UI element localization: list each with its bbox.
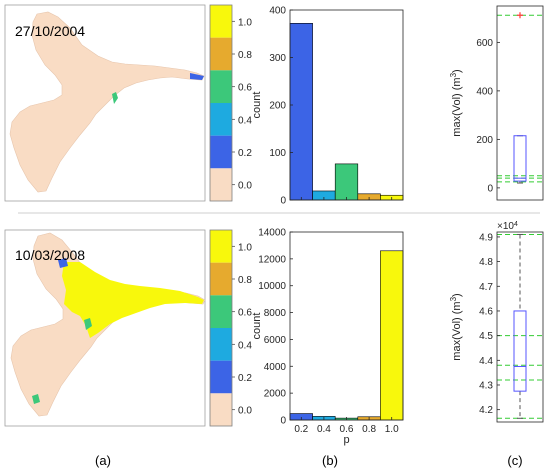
- axes-frame: [496, 5, 544, 201]
- green-patch: [84, 318, 92, 330]
- caption-b: (b): [322, 453, 338, 468]
- y-tick-label: 6000: [264, 335, 287, 346]
- map-date: 27/10/2004: [15, 23, 85, 39]
- x-tick-label: 0.8: [362, 424, 376, 435]
- colorbar-tick-label: 1.0: [238, 242, 252, 253]
- colorbar-tick-label: 1.0: [238, 17, 252, 28]
- x-axis-label: p: [343, 434, 349, 446]
- colorbar-segment: [210, 295, 232, 328]
- axis-exponent: ×104: [497, 221, 518, 233]
- colorbar-segment: [210, 230, 232, 263]
- island-shape: [9, 11, 205, 193]
- y-axis-label: count: [251, 313, 263, 340]
- box: [513, 310, 527, 392]
- y-tick-label: 600: [476, 38, 493, 49]
- colorbar-tick-label: 0.0: [238, 181, 252, 192]
- colorbar-tick-label: 0.2: [238, 373, 252, 384]
- y-tick-label: 0: [280, 196, 286, 207]
- colorbar-tick-label: 0.4: [238, 115, 252, 126]
- bar: [289, 22, 313, 201]
- green-patch: [32, 394, 40, 404]
- y-tick-label: 4000: [264, 362, 287, 373]
- colorbar-segment: [210, 393, 232, 426]
- y-tick-label: 400: [476, 86, 493, 97]
- map-panel-top: 27/10/2004 1.0 0.8 0.6 0.4 0.2 0.0: [4, 4, 252, 202]
- y-tick-label: 2000: [264, 389, 287, 400]
- colorbar-tick-label: 0.0: [238, 406, 252, 417]
- y-tick-label: 14000: [258, 228, 286, 239]
- y-tick-label: 4.7: [479, 282, 493, 293]
- y-tick-label: 4.3: [479, 380, 493, 391]
- y-tick-label: 10000: [258, 281, 286, 292]
- y-tick-label: 8000: [264, 308, 287, 319]
- box: [513, 135, 527, 182]
- colorbar-segment: [210, 328, 232, 361]
- y-tick-label: 4.9: [479, 232, 493, 243]
- outlier-marker: [517, 12, 523, 19]
- blue-patch: [58, 258, 68, 268]
- colorbar-tick-label: 0.6: [238, 308, 252, 319]
- boxplot-panel-bottom: 4.2 4.3 4.4 4.5 4.6 4.7 4.8 4.9 max(Vol) (m3) ×10…: [449, 221, 544, 423]
- colorbar-segment: [210, 135, 232, 169]
- yellow-region: [62, 262, 204, 338]
- bar: [334, 163, 359, 201]
- colorbar-tick-label: 0.4: [238, 340, 252, 351]
- plot-area: [497, 6, 543, 200]
- colorbar-segment: [210, 360, 232, 394]
- map-date: 10/03/2008: [15, 247, 85, 263]
- y-tick-label: 300: [269, 53, 286, 64]
- y-axis-label: max(Vol) (m3): [449, 69, 464, 136]
- colorbar: 1.0 0.8 0.6 0.4 0.2 0.0: [209, 4, 252, 202]
- colorbar-segment: [210, 70, 232, 103]
- caption-c: (c): [507, 453, 522, 468]
- colorbar-segment: [210, 5, 232, 38]
- y-tick-label: 200: [269, 101, 286, 112]
- colorbar: 1.0 0.8 0.6 0.4 0.2 0.0: [209, 229, 252, 427]
- y-axis-label: count: [251, 92, 263, 119]
- bar: [380, 250, 404, 421]
- y-tick-label: 4.8: [479, 257, 493, 268]
- x-tick-label: 0.2: [294, 424, 308, 435]
- x-tick-label: 0.6: [340, 424, 354, 435]
- y-tick-label: 4.2: [479, 405, 493, 416]
- y-tick-label: 4.5: [479, 331, 493, 342]
- histogram-panel-bottom: 0 2000 4000 6000 8000 10000 12000 14000 0.2 0.4 0.…: [251, 228, 404, 446]
- blue-patch: [190, 73, 204, 80]
- y-tick-label: 0: [487, 183, 493, 194]
- x-tick-label: 0.4: [317, 424, 331, 435]
- colorbar-tick-label: 0.6: [238, 83, 252, 94]
- colorbar-frame: [209, 229, 233, 427]
- y-tick-label: 100: [269, 148, 286, 159]
- colorbar-segment: [210, 168, 232, 201]
- boxplot-panel-top: 0 200 400 600 max(Vol) (m3): [449, 5, 544, 201]
- colorbar-segment: [210, 103, 232, 136]
- green-patch: [112, 92, 118, 104]
- caption-a: (a): [95, 453, 111, 468]
- y-tick-label: 400: [269, 6, 286, 17]
- y-tick-label: 4.6: [479, 306, 493, 317]
- colorbar-tick-label: 0.8: [238, 275, 252, 286]
- map-panel-bottom: 10/03/2008 1.0 0.8 0.6 0.4 0.2 0.0: [4, 229, 252, 427]
- colorbar-segment: [210, 262, 232, 296]
- y-tick-label: 12000: [258, 254, 286, 265]
- colorbar-tick-label: 0.2: [238, 148, 252, 159]
- axes-frame: [496, 231, 544, 423]
- colorbar-frame: [209, 4, 233, 202]
- y-tick-label: 200: [476, 135, 493, 146]
- y-axis-label: max(Vol) (m3): [449, 293, 464, 360]
- x-tick-label: 1.0: [385, 424, 399, 435]
- histogram-panel-top: 0 100 200 300 400 count: [251, 6, 404, 207]
- y-tick-label: 4.4: [479, 356, 493, 367]
- y-tick-label: 0: [280, 416, 286, 427]
- colorbar-segment: [210, 37, 232, 71]
- colorbar-tick-label: 0.8: [238, 50, 252, 61]
